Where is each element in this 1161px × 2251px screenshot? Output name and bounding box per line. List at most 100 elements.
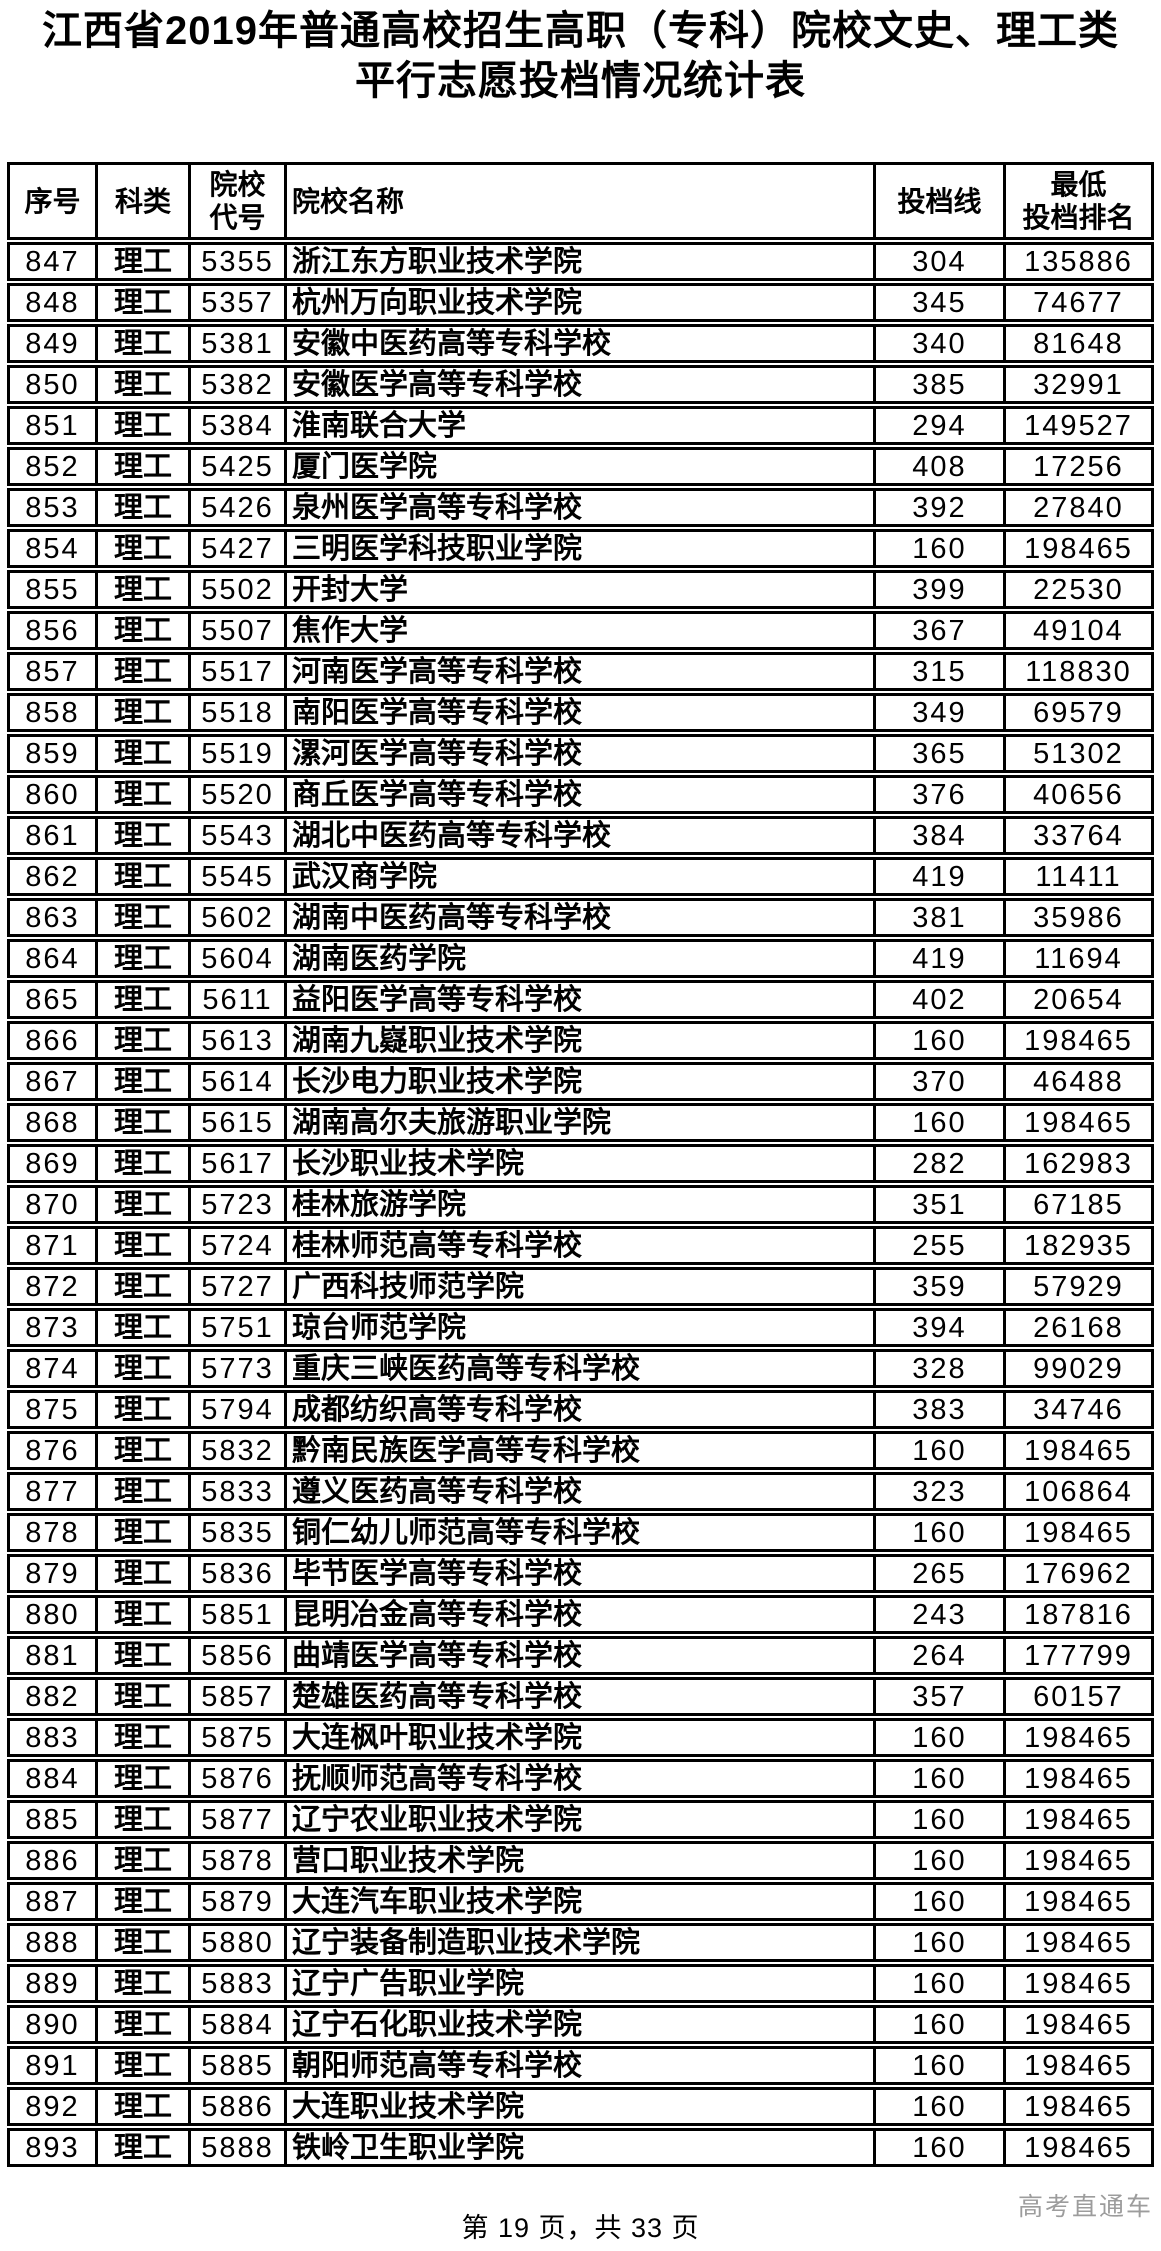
cell-cutoff: 357 bbox=[876, 1680, 1006, 1713]
table-row: 860 理工 5520 商丘医学高等专科学校 376 40656 bbox=[7, 775, 1154, 814]
cell-rank: 198465 bbox=[1024, 1885, 1133, 1918]
cell-seq: 891 bbox=[10, 2049, 98, 2082]
cell-category: 理工 bbox=[98, 983, 191, 1016]
cell-category: 理工 bbox=[98, 1393, 191, 1426]
table-row: 869 理工 5617 长沙职业技术学院 282 162983 bbox=[7, 1144, 1154, 1183]
table-row: 877 理工 5833 遵义医药高等专科学校 323 106864 bbox=[7, 1472, 1154, 1511]
cell-name: 成都纺织高等专科学校 bbox=[287, 1393, 876, 1426]
cell-seq: 880 bbox=[10, 1598, 98, 1631]
cell-code: 5835 bbox=[191, 1516, 287, 1549]
cell-rank: 74677 bbox=[1033, 286, 1124, 319]
cell-category: 理工 bbox=[98, 1106, 191, 1139]
cell-seq: 862 bbox=[10, 860, 98, 893]
cell-category: 理工 bbox=[98, 1721, 191, 1754]
cell-category: 理工 bbox=[98, 860, 191, 893]
cell-category: 理工 bbox=[98, 409, 191, 442]
cell-cutoff: 392 bbox=[876, 491, 1006, 524]
table-row: 874 理工 5773 重庆三峡医药高等专科学校 328 99029 bbox=[7, 1349, 1154, 1388]
cell-rank: 11694 bbox=[1034, 942, 1123, 975]
cell-seq: 856 bbox=[10, 614, 98, 647]
cell-category: 理工 bbox=[98, 1147, 191, 1180]
header-cell-cutoff: 投档线 bbox=[876, 165, 1006, 237]
cell-category: 理工 bbox=[98, 1352, 191, 1385]
cell-name: 铁岭卫生职业学院 bbox=[287, 2131, 876, 2164]
cell-code: 5879 bbox=[191, 1885, 287, 1918]
cell-cutoff: 160 bbox=[876, 1516, 1006, 1549]
cell-cutoff: 160 bbox=[876, 2131, 1006, 2164]
cell-rank: 34746 bbox=[1033, 1393, 1124, 1426]
cell-code: 5357 bbox=[191, 286, 287, 319]
cell-rank: 33764 bbox=[1033, 819, 1124, 852]
header-cell-code: 院校 代号 bbox=[191, 165, 287, 237]
cell-name: 湖北中医药高等专科学校 bbox=[287, 819, 876, 852]
table-row: 855 理工 5502 开封大学 399 22530 bbox=[7, 570, 1154, 609]
cell-category: 理工 bbox=[98, 450, 191, 483]
table-row: 851 理工 5384 淮南联合大学 294 149527 bbox=[7, 406, 1154, 445]
cell-cutoff: 408 bbox=[876, 450, 1006, 483]
cell-code: 5856 bbox=[191, 1639, 287, 1672]
cell-rank: 198465 bbox=[1024, 2090, 1133, 2123]
cell-rank: 198465 bbox=[1024, 1434, 1133, 1467]
cell-code: 5794 bbox=[191, 1393, 287, 1426]
cell-seq: 853 bbox=[10, 491, 98, 524]
table-row: 872 理工 5727 广西科技师范学院 359 57929 bbox=[7, 1267, 1154, 1306]
cell-category: 理工 bbox=[98, 1639, 191, 1672]
cell-rank: 149527 bbox=[1024, 409, 1133, 442]
cell-rank: 198465 bbox=[1024, 532, 1133, 565]
cell-rank: 27840 bbox=[1033, 491, 1124, 524]
cell-category: 理工 bbox=[98, 1680, 191, 1713]
cell-name: 朝阳师范高等专科学校 bbox=[287, 2049, 876, 2082]
cell-code: 5517 bbox=[191, 655, 287, 688]
cell-cutoff: 315 bbox=[876, 655, 1006, 688]
cell-rank: 26168 bbox=[1033, 1311, 1124, 1344]
cell-cutoff: 160 bbox=[876, 1762, 1006, 1795]
cell-code: 5502 bbox=[191, 573, 287, 606]
cell-category: 理工 bbox=[98, 655, 191, 688]
table-row: 850 理工 5382 安徽医学高等专科学校 385 32991 bbox=[7, 365, 1154, 404]
cell-category: 理工 bbox=[98, 614, 191, 647]
cell-code: 5355 bbox=[191, 245, 287, 278]
table-row: 852 理工 5425 厦门医学院 408 17256 bbox=[7, 447, 1154, 486]
cell-seq: 864 bbox=[10, 942, 98, 975]
cell-seq: 872 bbox=[10, 1270, 98, 1303]
cell-cutoff: 381 bbox=[876, 901, 1006, 934]
cell-seq: 866 bbox=[10, 1024, 98, 1057]
table-row: 886 理工 5878 营口职业技术学院 160 198465 bbox=[7, 1841, 1154, 1880]
cell-code: 5878 bbox=[191, 1844, 287, 1877]
cell-name: 淮南联合大学 bbox=[287, 409, 876, 442]
cell-category: 理工 bbox=[98, 1229, 191, 1262]
cell-category: 理工 bbox=[98, 819, 191, 852]
cell-code: 5381 bbox=[191, 327, 287, 360]
cell-name: 辽宁装备制造职业技术学院 bbox=[287, 1926, 876, 1959]
cell-category: 理工 bbox=[98, 2049, 191, 2082]
cell-category: 理工 bbox=[98, 1967, 191, 2000]
cell-category: 理工 bbox=[98, 1762, 191, 1795]
cell-name: 浙江东方职业技术学院 bbox=[287, 245, 876, 278]
cell-cutoff: 328 bbox=[876, 1352, 1006, 1385]
cell-code: 5877 bbox=[191, 1803, 287, 1836]
table-row: 870 理工 5723 桂林旅游学院 351 67185 bbox=[7, 1185, 1154, 1224]
cell-category: 理工 bbox=[98, 1844, 191, 1877]
cell-rank: 49104 bbox=[1033, 614, 1124, 647]
cell-cutoff: 160 bbox=[876, 1967, 1006, 2000]
cell-cutoff: 160 bbox=[876, 1926, 1006, 1959]
cell-seq: 874 bbox=[10, 1352, 98, 1385]
cell-rank: 46488 bbox=[1033, 1065, 1124, 1098]
cell-name: 南阳医学高等专科学校 bbox=[287, 696, 876, 729]
cell-name: 商丘医学高等专科学校 bbox=[287, 778, 876, 811]
cell-category: 理工 bbox=[98, 1434, 191, 1467]
cell-seq: 885 bbox=[10, 1803, 98, 1836]
cell-seq: 881 bbox=[10, 1639, 98, 1672]
cell-cutoff: 304 bbox=[876, 245, 1006, 278]
cell-code: 5615 bbox=[191, 1106, 287, 1139]
cell-category: 理工 bbox=[98, 245, 191, 278]
cell-code: 5851 bbox=[191, 1598, 287, 1631]
cell-name: 湖南九嶷职业技术学院 bbox=[287, 1024, 876, 1057]
header-cell-rank: 最低 投档排名 bbox=[1022, 169, 1135, 233]
document-title-line1: 江西省2019年普通高校招生高职（专科）院校文史、理工类 bbox=[42, 9, 1119, 53]
cell-cutoff: 323 bbox=[876, 1475, 1006, 1508]
cell-seq: 889 bbox=[10, 1967, 98, 2000]
cell-name: 桂林师范高等专科学校 bbox=[287, 1229, 876, 1262]
table-row: 892 理工 5886 大连职业技术学院 160 198465 bbox=[7, 2087, 1154, 2126]
cell-cutoff: 365 bbox=[876, 737, 1006, 770]
